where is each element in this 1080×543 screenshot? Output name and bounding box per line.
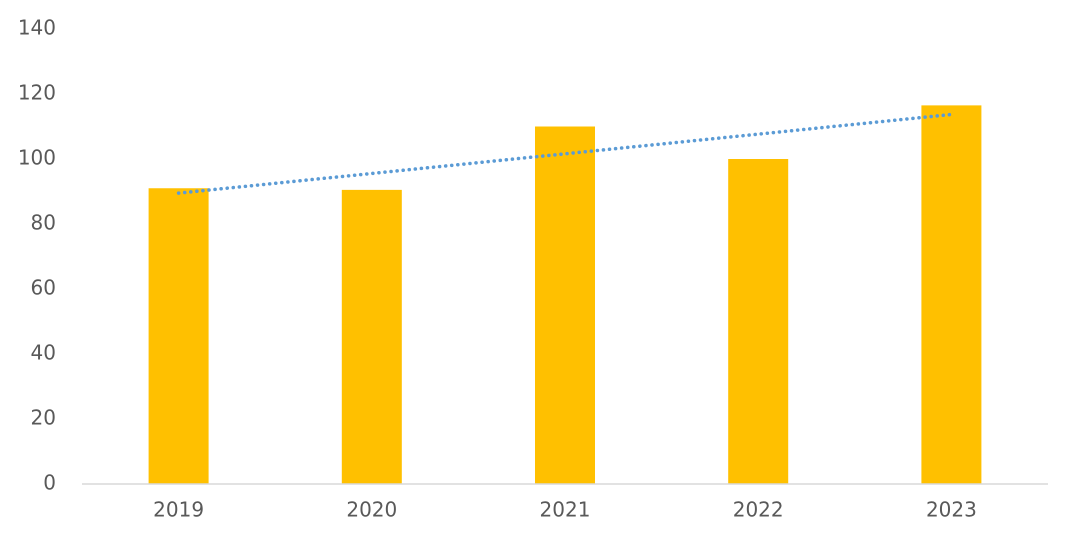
y-tick-label: 80 (31, 211, 56, 235)
x-tick-label: 2019 (153, 498, 204, 522)
y-tick-label: 40 (31, 341, 56, 365)
x-tick-label: 2021 (540, 498, 591, 522)
y-tick-label: 0 (43, 471, 56, 495)
y-tick-label: 100 (18, 146, 56, 170)
bar (148, 188, 209, 484)
trendline (176, 112, 954, 195)
y-tick-label: 60 (31, 276, 56, 300)
bar (728, 159, 789, 484)
bar (921, 105, 982, 484)
y-tick-label: 140 (18, 16, 56, 40)
bar (535, 126, 595, 484)
x-tick-label: 2020 (346, 498, 397, 522)
y-tick-label: 120 (18, 81, 56, 105)
bar (341, 189, 402, 484)
x-tick-label: 2022 (733, 498, 784, 522)
x-tick-label: 2023 (926, 498, 977, 522)
y-tick-label: 20 (31, 406, 56, 430)
